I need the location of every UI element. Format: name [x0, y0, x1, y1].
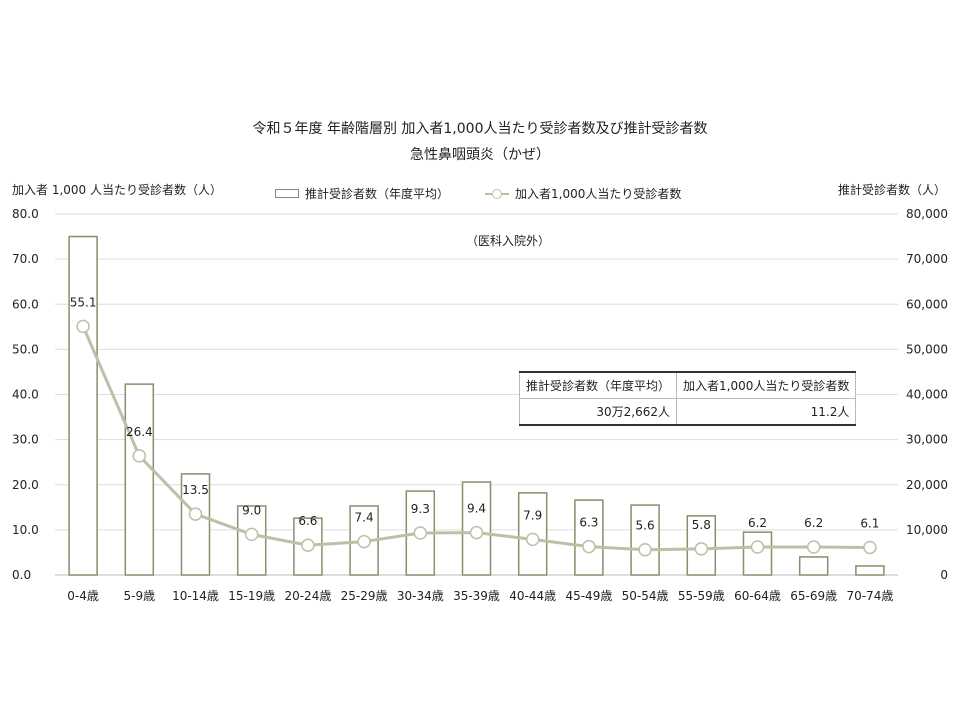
category-label: 50-54歳 [622, 589, 669, 603]
category-label: 65-69歳 [790, 589, 837, 603]
bar [742, 531, 773, 576]
right-tick-label: 60,000 [906, 297, 948, 311]
right-tick-label: 0 [940, 568, 948, 582]
category-label: 55-59歳 [678, 589, 725, 603]
category-label: 25-29歳 [341, 589, 388, 603]
bar [180, 473, 211, 576]
data-label: 9.0 [242, 503, 261, 517]
line-point [582, 539, 596, 554]
category-label: 40-44歳 [509, 589, 556, 603]
right-tick-label: 80,000 [906, 207, 948, 221]
left-axis-label: 加入者 1,000 人当たり受診者数（人） [12, 183, 222, 197]
line-point [413, 526, 428, 540]
line-point [357, 534, 371, 549]
left-tick-label: 20.0 [12, 478, 39, 492]
left-tick-label: 10.0 [12, 523, 39, 537]
right-tick-label: 40,000 [906, 388, 948, 402]
summary-value-estimated: 30万2,662人 [518, 398, 678, 426]
summary-header-per-1000: 加入者1,000人当たり受診者数 [676, 371, 857, 399]
data-label: 5.6 [636, 519, 655, 533]
category-label: 20-24歳 [284, 589, 331, 603]
line-point [694, 542, 709, 556]
left-tick-label: 0.0 [12, 568, 31, 582]
line-point [188, 507, 203, 521]
right-tick-label: 10,000 [906, 523, 948, 537]
legend-bar-label: 推計受診者数（年度平均） [305, 187, 450, 201]
line-point [244, 527, 259, 542]
line-point [469, 525, 484, 540]
category-label: 35-39歳 [453, 589, 500, 603]
right-axis-label: 推計受診者数（人） [837, 183, 946, 197]
data-label: 26.4 [126, 425, 153, 439]
data-label: 6.2 [804, 516, 823, 530]
data-label: 55.1 [70, 295, 97, 309]
data-label: 9.4 [467, 502, 486, 516]
legend-bar-swatch [275, 189, 299, 198]
summary-header-estimated: 推計受診者数（年度平均） [518, 371, 678, 399]
data-label: 6.1 [860, 516, 879, 530]
category-label: 30-34歳 [397, 589, 444, 603]
line-point [863, 540, 877, 555]
line-point [638, 542, 652, 557]
category-label: 5-9歳 [123, 589, 155, 603]
data-label: 7.9 [523, 508, 542, 522]
line-point [750, 540, 765, 554]
category-label: 15-19歳 [228, 589, 275, 603]
line-point [806, 540, 821, 554]
data-label: 9.3 [411, 502, 430, 516]
category-label: 60-64歳 [734, 589, 781, 603]
chart-note: （医科入院外） [466, 234, 551, 248]
category-label: 0-4歳 [67, 589, 99, 603]
summary-table: 推計受診者数（年度平均） 加入者1,000人当たり受診者数 30万2,662人 … [518, 371, 857, 426]
data-label: 6.6 [298, 514, 317, 528]
left-tick-label: 60.0 [12, 297, 39, 311]
data-label: 6.2 [748, 516, 767, 530]
bar [630, 504, 660, 576]
right-tick-label: 50,000 [906, 342, 948, 356]
line-point [525, 532, 540, 547]
line-point [132, 449, 147, 463]
left-tick-label: 40.0 [12, 388, 39, 402]
right-tick-label: 30,000 [906, 433, 948, 447]
category-label: 10-14歳 [172, 589, 219, 603]
left-tick-label: 30.0 [12, 433, 39, 447]
data-label: 5.8 [692, 518, 711, 532]
bar [124, 383, 155, 576]
chart-subtitle: 急性鼻咽頭炎（かぜ） [410, 147, 550, 163]
bar [855, 565, 885, 576]
data-label: 6.3 [579, 516, 598, 530]
left-tick-label: 80.0 [12, 207, 39, 221]
bar [798, 556, 829, 576]
category-label: 45-49歳 [565, 589, 612, 603]
legend-line-swatch [485, 188, 510, 199]
legend-line-label: 加入者1,000人当たり受診者数 [515, 187, 682, 201]
data-label: 7.4 [355, 511, 374, 525]
bar [68, 235, 98, 576]
line-point [76, 319, 90, 334]
line-point [301, 538, 315, 552]
left-tick-label: 70.0 [12, 252, 39, 266]
right-tick-label: 20,000 [906, 478, 948, 492]
legend: 推計受診者数（年度平均） 加入者1,000人当たり受診者数 [275, 185, 681, 202]
left-tick-label: 50.0 [12, 342, 39, 356]
right-tick-label: 70,000 [906, 252, 948, 266]
category-label: 70-74歳 [846, 589, 893, 603]
data-label: 13.5 [182, 483, 209, 497]
bar [574, 499, 604, 576]
summary-value-per-1000: 11.2人 [676, 398, 857, 426]
chart-title: 令和５年度 年齢階層別 加入者1,000人当たり受診者数及び推計受診者数 [252, 121, 708, 137]
